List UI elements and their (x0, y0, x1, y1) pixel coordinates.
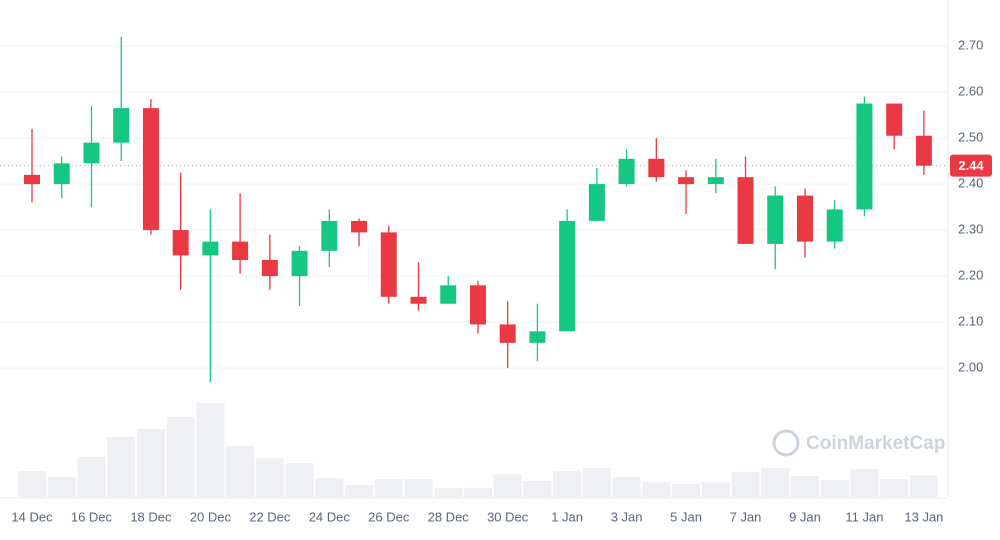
volume-bar (790, 476, 819, 497)
candle-body (856, 103, 873, 210)
watermark: CoinMarketCap (772, 429, 945, 457)
y-tick-label: 2.70 (958, 37, 983, 52)
candle-body (796, 195, 813, 242)
volume-bar (166, 417, 195, 497)
x-tick-label: 30 Dec (487, 509, 529, 524)
volume-bar (77, 457, 106, 497)
candle-body (737, 177, 754, 244)
candle-body (469, 285, 486, 325)
candle-body (707, 177, 724, 185)
candle-body (232, 241, 249, 261)
candle-body (529, 331, 546, 343)
volume-bar (672, 484, 701, 497)
x-tick-label: 24 Dec (309, 509, 351, 524)
watermark-text: CoinMarketCap (806, 433, 945, 454)
candle-body (142, 108, 159, 231)
volume-bar (523, 481, 552, 497)
x-tick-label: 20 Dec (190, 509, 232, 524)
candle-body (559, 220, 576, 332)
y-tick-label: 2.50 (958, 129, 983, 144)
last-price-tag (950, 154, 992, 177)
candle-body (648, 158, 665, 178)
volume-bar (731, 472, 760, 497)
volume-bar (582, 468, 611, 497)
y-tick-label: 2.20 (958, 268, 983, 283)
volume-bar (761, 468, 790, 497)
x-tick-label: 1 Jan (551, 509, 583, 524)
candle-body (261, 260, 278, 277)
x-tick-label: 13 Jan (904, 509, 943, 524)
candle-body (440, 285, 457, 304)
volume-bar (315, 478, 344, 497)
x-tick-label: 7 Jan (730, 509, 762, 524)
candle-body (499, 324, 516, 343)
volume-bar (850, 469, 879, 497)
volume-bar (47, 477, 76, 497)
volume-bar (285, 463, 314, 497)
y-tick-label: 2.00 (958, 360, 983, 375)
volume-bar (642, 482, 671, 497)
volume-bar (404, 479, 433, 497)
candle-body (24, 174, 40, 185)
candle-body (291, 250, 308, 277)
candle-body (113, 108, 130, 143)
volume-bar (18, 471, 46, 497)
candle-body (83, 142, 100, 164)
y-tick-label: 2.10 (958, 314, 983, 329)
x-tick-label: 26 Dec (368, 509, 410, 524)
volume-bar (880, 479, 909, 497)
volume-bar (493, 474, 522, 497)
candle-body (915, 135, 932, 166)
last-price-label: 2.44 (958, 158, 984, 173)
volume-bar (701, 482, 730, 497)
volume-bar (345, 485, 374, 497)
candle-body (678, 177, 695, 185)
candle-body (410, 296, 427, 304)
x-tick-label: 11 Jan (845, 509, 883, 524)
volume-bar (612, 477, 641, 497)
candle-body (826, 209, 843, 242)
volume-bar (196, 403, 225, 497)
x-tick-label: 16 Dec (71, 509, 113, 524)
candle-body (172, 230, 189, 256)
volume-bar (434, 488, 463, 497)
candle-body (767, 195, 784, 244)
volume-bar (909, 475, 938, 497)
volume-bar (463, 488, 492, 497)
candle-body (886, 103, 903, 136)
candle-body (380, 232, 397, 297)
volume-bar (107, 437, 136, 497)
volume-bar (255, 458, 284, 497)
volume-bar (553, 471, 582, 497)
volume-bar (820, 480, 849, 497)
candle-body (351, 220, 368, 233)
volume-bar (226, 446, 255, 497)
x-tick-label: 5 Jan (670, 509, 702, 524)
x-tick-label: 18 Dec (130, 509, 172, 524)
candle-body (53, 163, 70, 185)
volume-bar (374, 479, 403, 497)
candle-body (202, 241, 219, 256)
x-tick-label: 14 Dec (11, 509, 53, 524)
y-tick-label: 2.60 (958, 83, 983, 98)
watermark-logo (772, 429, 800, 457)
volume-bar (136, 429, 165, 497)
x-tick-label: 28 Dec (428, 509, 470, 524)
candle-body (321, 220, 338, 251)
candle-body (618, 158, 635, 185)
x-tick-label: 22 Dec (249, 509, 291, 524)
x-tick-label: 9 Jan (789, 509, 821, 524)
y-tick-label: 2.30 (958, 222, 983, 237)
candle-body (588, 184, 605, 221)
x-tick-label: 3 Jan (611, 509, 643, 524)
y-tick-label: 2.40 (958, 176, 983, 191)
